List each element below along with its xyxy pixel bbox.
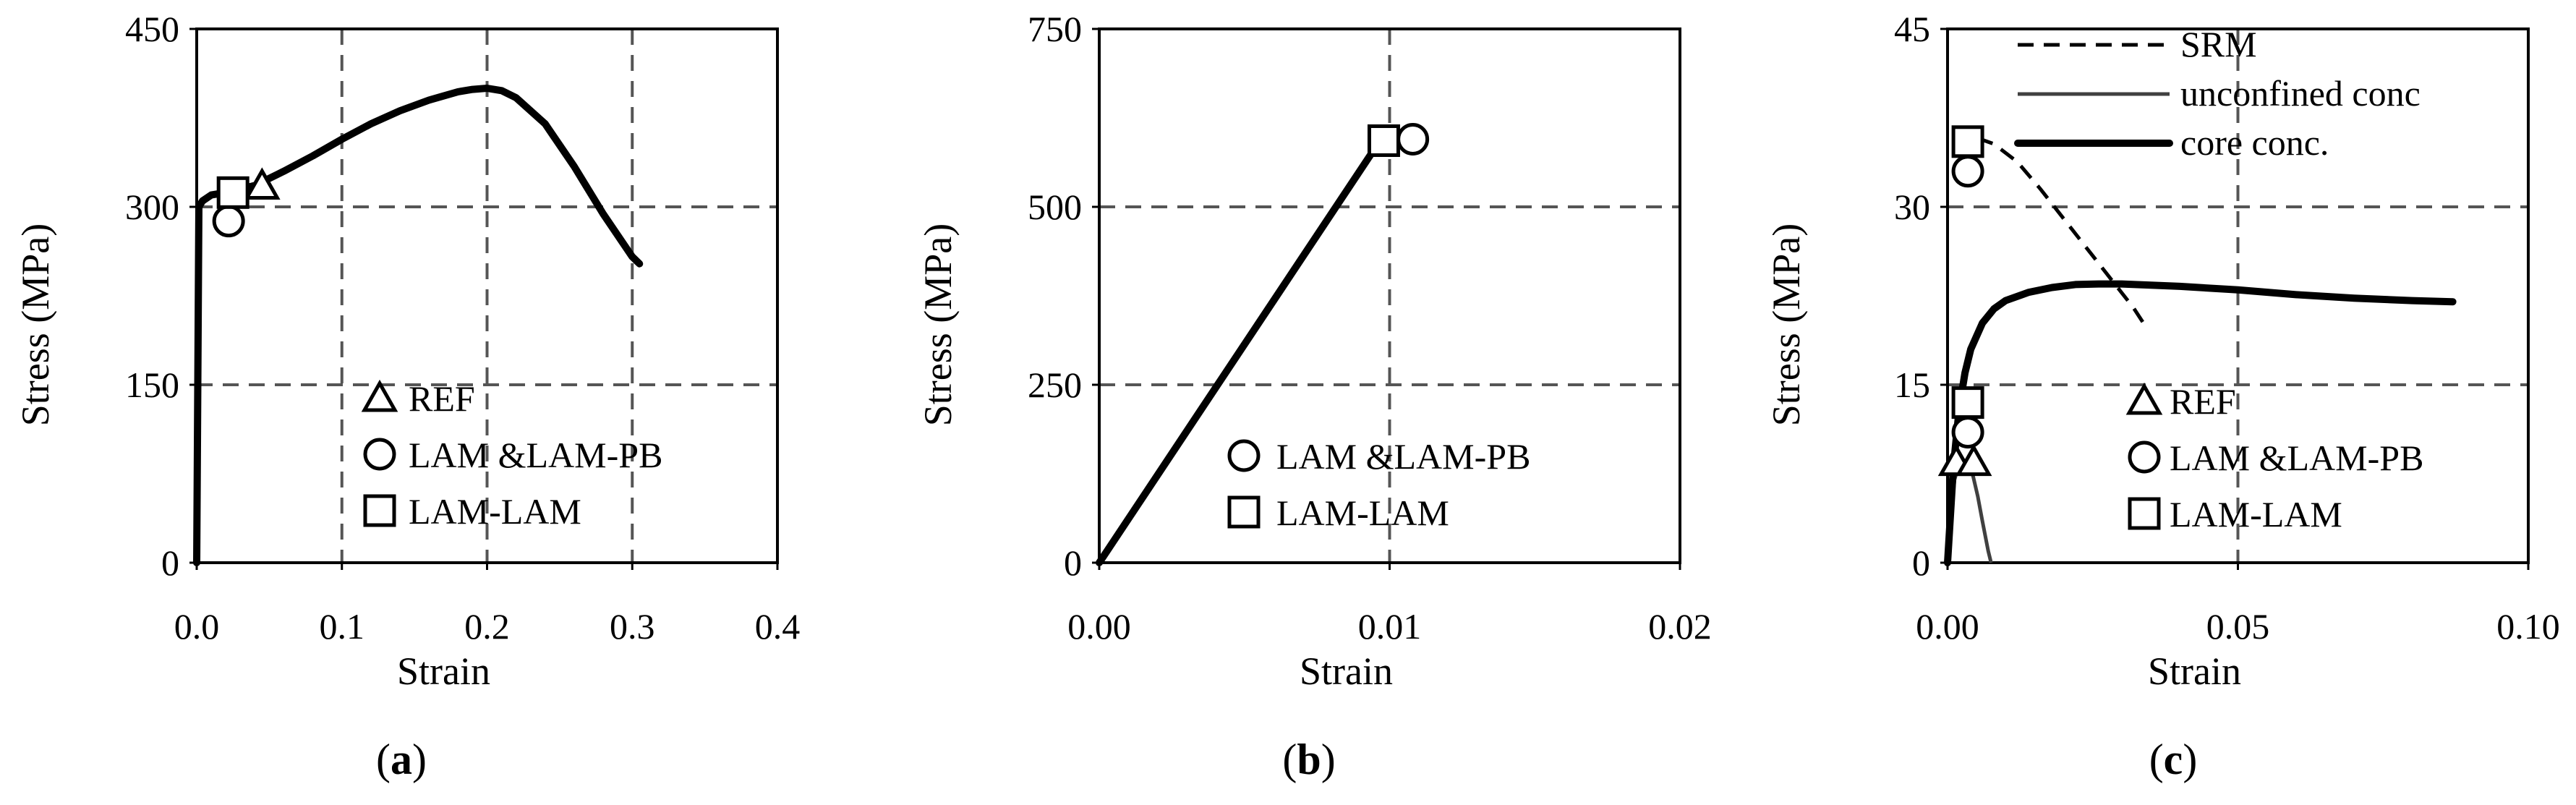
x-tick-label: 0.0	[174, 606, 220, 647]
x-tick-label: 0.4	[755, 606, 801, 647]
y-tick-label: 15	[1894, 365, 1930, 405]
y-tick-label: 0	[161, 542, 179, 583]
legend-label: LAM-LAM	[2170, 494, 2342, 534]
legend-marker-triangle	[361, 379, 398, 412]
caption-letter: c	[2164, 736, 2183, 783]
legend-label: LAM &LAM-PB	[1276, 436, 1530, 477]
caption-paren: )	[412, 736, 427, 783]
legend-marker-circle	[363, 438, 396, 471]
x-tick-label: 0.3	[610, 606, 655, 647]
x-axis-label: Strain	[397, 649, 490, 693]
legend-label: REF	[409, 378, 475, 419]
legend-marker-square	[2128, 497, 2161, 530]
x-tick-label: 0.02	[1648, 606, 1712, 647]
legend-marker-square	[363, 494, 396, 527]
y-axis-label: Stress (MPa)	[1765, 223, 1808, 427]
x-tick-label: 0.05	[2206, 606, 2270, 647]
y-tick-label: 0	[1064, 542, 1082, 583]
caption-letter: a	[391, 736, 412, 783]
line-legend-label: unconfined conc	[2180, 73, 2421, 114]
data-marker-square	[1367, 124, 1400, 157]
panel-caption: (a)	[376, 736, 427, 783]
data-marker-square	[216, 176, 250, 209]
series-line-srm	[1955, 133, 2147, 327]
caption-paren: (	[2149, 736, 2164, 783]
data-marker-circle	[1951, 416, 1984, 449]
data-marker-triangle	[244, 167, 281, 200]
caption-paren: )	[1321, 736, 1336, 783]
y-tick-label: 45	[1894, 9, 1930, 49]
data-marker-triangle	[1955, 443, 1992, 477]
y-tick-label: 500	[1028, 187, 1082, 227]
data-marker-circle	[212, 205, 245, 238]
x-tick-label: 0.00	[1916, 606, 1979, 647]
x-axis-label: Strain	[1300, 649, 1393, 693]
legend-marker-triangle	[2125, 382, 2163, 415]
legend-marker-circle	[1227, 439, 1261, 472]
y-tick-label: 250	[1028, 365, 1082, 405]
data-marker-square	[1951, 386, 1984, 419]
series-line-core-conc-	[1944, 280, 2457, 566]
x-tick-label: 0.10	[2496, 606, 2560, 647]
legend-marker-circle	[2128, 440, 2161, 474]
panel-caption: (b)	[1282, 736, 1335, 783]
chart-panel-c: 0.00 0.05 0.10 0 15 30 45 Strain Stress (MPa) REF…	[1765, 9, 2560, 783]
legend-label: REF	[2170, 381, 2236, 422]
legend-label: LAM &LAM-PB	[2170, 438, 2423, 478]
data-marker-square	[1951, 125, 1984, 158]
caption-paren: )	[2183, 736, 2197, 783]
data-marker-circle	[1951, 155, 1984, 188]
line-legend-label: core conc.	[2180, 122, 2329, 163]
y-tick-label: 750	[1028, 9, 1082, 49]
series-line-stress-strain	[1096, 135, 1385, 566]
y-tick-label: 0	[1912, 542, 1930, 583]
legend-label: LAM &LAM-PB	[409, 435, 662, 475]
chart-panel-b: 0.00 0.01 0.02 0 250 500 750 Strain Stress (MPa)…	[916, 9, 1712, 783]
y-tick-label: 300	[125, 187, 179, 227]
data-marker-circle	[1396, 123, 1430, 156]
caption-letter: b	[1297, 736, 1321, 783]
y-tick-label: 30	[1894, 187, 1930, 227]
caption-paren: (	[1282, 736, 1297, 783]
x-tick-label: 0.00	[1067, 606, 1131, 647]
x-tick-label: 0.01	[1358, 606, 1422, 647]
y-tick-label: 450	[125, 9, 179, 49]
y-axis-label: Stress (MPa)	[916, 223, 960, 427]
legend-marker-square	[1227, 495, 1261, 529]
x-tick-label: 0.1	[320, 606, 365, 647]
panel-caption: (c)	[2149, 736, 2198, 783]
y-axis-label: Stress (MPa)	[14, 223, 57, 427]
caption-paren: (	[376, 736, 391, 783]
legend-label: LAM-LAM	[1276, 493, 1449, 533]
line-legend-label: SRM	[2180, 24, 2257, 64]
x-tick-label: 0.2	[464, 606, 510, 647]
chart-panel-a: 0.0 0.1 0.2 0.3 0.4 0 150 300 450 Strain Stress (M…	[14, 9, 800, 783]
x-axis-label: Strain	[2148, 649, 2241, 693]
legend-label: LAM-LAM	[409, 491, 581, 532]
y-tick-label: 150	[125, 365, 179, 405]
